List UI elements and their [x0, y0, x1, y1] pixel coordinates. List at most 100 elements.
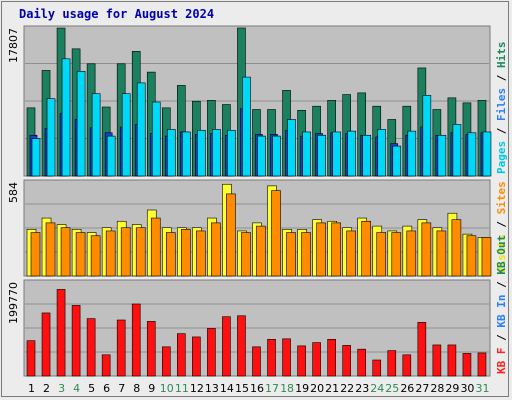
bar-pages-day-12: [197, 129, 206, 177]
bar-pages-day-26: [407, 130, 417, 177]
legend-entry: Files: [495, 88, 508, 121]
bar-pages-day-9: [151, 101, 161, 177]
x-tick-label-day-1: 1: [28, 382, 35, 395]
bar-sites-day-1: [30, 232, 41, 277]
x-tick-label-day-14: 14: [220, 382, 234, 395]
bar-sites-day-24: [376, 232, 387, 277]
bar-pages-day-6: [106, 135, 116, 177]
bar-kb-f-day-26: [402, 354, 412, 377]
chart-title: Daily usage for August 2024: [19, 7, 215, 21]
bar-kb-f-day-4: [71, 305, 81, 377]
bar-sites-day-27: [421, 222, 432, 277]
x-tick-label-day-28: 28: [430, 382, 444, 395]
bar-kb-f-day-29: [447, 344, 457, 377]
legend-entry: /: [495, 214, 508, 234]
bar-pages-day-8: [136, 82, 146, 177]
bar-sites-day-28: [436, 230, 447, 277]
bar-sites-day-3: [60, 227, 71, 277]
bar-kb-f-day-20: [312, 342, 321, 377]
bar-sites-day-5: [90, 235, 101, 277]
bar-kb-f-day-9: [146, 321, 156, 377]
bar-sites-day-15: [241, 232, 251, 277]
bar-sites-day-12: [196, 230, 206, 277]
bar-pages-day-17: [272, 135, 281, 177]
panel-2-max-label: 584: [7, 182, 20, 203]
panel-2-legend: Visits / Sites: [495, 181, 508, 274]
bar-kb-f-day-19: [297, 345, 306, 377]
bar-kb-f-day-21: [327, 338, 336, 377]
bar-sites-day-26: [406, 230, 417, 277]
bar-pages-day-7: [121, 93, 131, 177]
bar-kb-f-day-18: [282, 338, 291, 377]
bar-kb-f-day-13: [207, 328, 216, 377]
bar-pages-day-24: [377, 129, 387, 177]
x-tick-label-day-30: 30: [460, 382, 474, 395]
bar-sites-day-31: [481, 237, 492, 277]
bar-sites-day-22: [346, 230, 356, 277]
bar-pages-day-27: [422, 95, 432, 177]
x-tick-label-day-12: 12: [190, 382, 204, 395]
x-tick-label-day-10: 10: [160, 382, 174, 395]
bar-pages-day-3: [61, 58, 71, 177]
x-tick-label-day-21: 21: [325, 382, 339, 395]
bar-kb-f-day-5: [86, 318, 96, 377]
bar-sites-day-25: [391, 232, 402, 277]
legend-entry: Pages: [495, 141, 508, 174]
panel-1-max-label: 17807: [7, 28, 20, 63]
bar-kb-f-day-22: [342, 345, 351, 377]
x-tick-label-day-8: 8: [133, 382, 140, 395]
x-tick-label-day-15: 15: [235, 382, 249, 395]
panel-3-legend: KB F / KB In / KB Out: [495, 235, 508, 374]
bar-sites-day-17: [271, 190, 281, 277]
bar-sites-day-9: [150, 217, 161, 277]
panel-1-legend: Pages / Files / Hits: [495, 42, 508, 175]
legend-entry: /: [495, 68, 508, 88]
bar-kb-f-day-16: [252, 346, 261, 377]
bar-sites-day-30: [466, 235, 477, 277]
x-tick-label-day-23: 23: [355, 382, 369, 395]
bar-kb-f-day-12: [192, 336, 201, 377]
bar-kb-f-day-1: [26, 340, 36, 377]
x-tick-label-day-2: 2: [43, 382, 50, 395]
bar-kb-f-day-7: [116, 319, 126, 377]
bar-pages-day-19: [302, 131, 311, 177]
bar-pages-day-28: [437, 134, 447, 177]
x-tick-label-day-29: 29: [445, 382, 459, 395]
x-tick-label-day-22: 22: [340, 382, 354, 395]
legend-entry: KB Out: [495, 235, 508, 275]
bar-sites-day-11: [181, 229, 191, 277]
bar-sites-day-18: [286, 232, 296, 277]
bar-kb-f-day-27: [417, 322, 427, 377]
bar-kb-f-day-6: [101, 354, 111, 377]
bar-kb-f-day-15: [237, 315, 246, 377]
bar-pages-day-1: [31, 138, 41, 177]
legend-entry: /: [495, 275, 508, 295]
bar-kb-f-day-31: [477, 352, 487, 377]
legend-entry: /: [495, 121, 508, 141]
bar-sites-day-2: [45, 222, 56, 277]
bar-pages-day-29: [452, 124, 462, 177]
legend-entry: KB F: [495, 348, 508, 375]
x-tick-label-day-11: 11: [175, 382, 189, 395]
bar-kb-f-day-24: [372, 359, 382, 377]
bar-kb-f-day-3: [56, 289, 66, 377]
bar-kb-f-day-8: [131, 303, 141, 377]
bar-pages-day-22: [347, 130, 356, 177]
bar-pages-day-20: [317, 134, 326, 177]
bar-sites-day-20: [316, 222, 326, 277]
bar-kb-f-day-28: [432, 344, 442, 377]
bar-pages-day-31: [482, 131, 492, 177]
bar-pages-day-4: [76, 70, 86, 177]
bar-pages-day-10: [166, 129, 176, 177]
x-tick-label-day-16: 16: [250, 382, 264, 395]
legend-entry: Sites: [495, 181, 508, 214]
bar-pages-day-2: [46, 98, 56, 177]
bar-kb-f-day-14: [222, 316, 231, 377]
bar-kb-f-day-10: [161, 346, 171, 377]
bar-sites-day-23: [361, 220, 372, 277]
legend-entry: Visits: [495, 234, 508, 274]
bar-pages-day-5: [91, 93, 101, 177]
bar-pages-day-11: [182, 131, 191, 177]
bar-sites-day-10: [165, 232, 176, 277]
